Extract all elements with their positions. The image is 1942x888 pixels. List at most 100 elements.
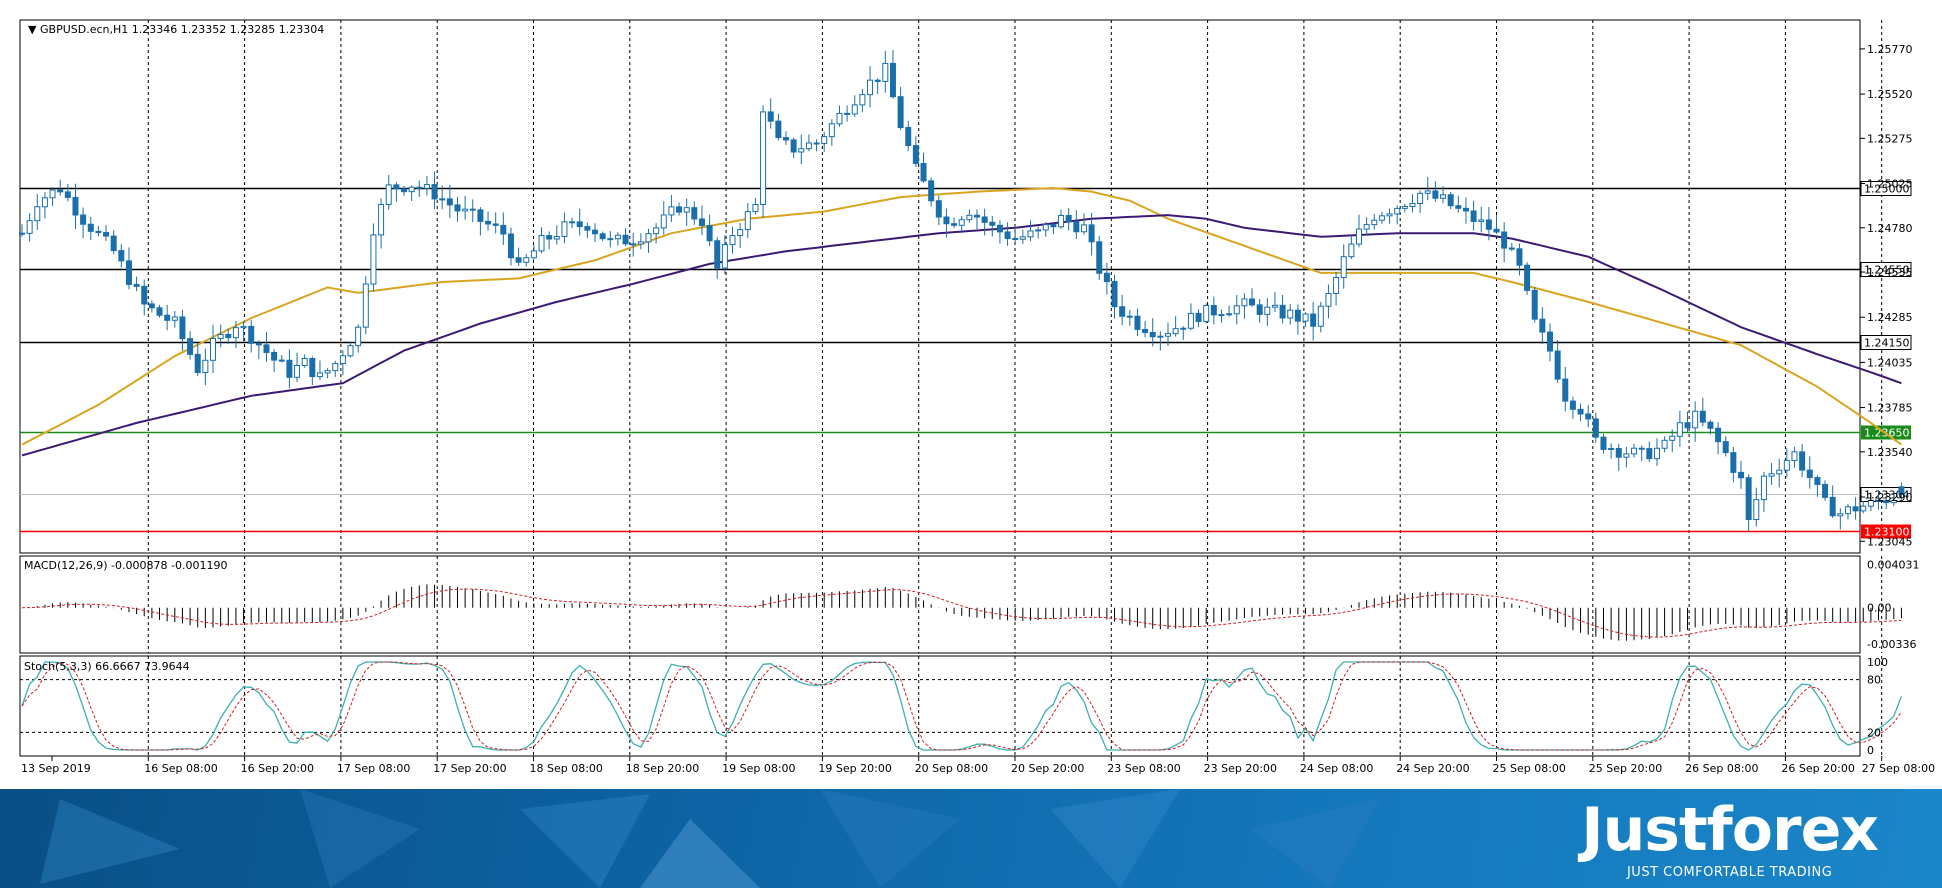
candle-body <box>1218 314 1225 317</box>
level-tag-label: 1.23304 <box>1864 489 1910 502</box>
candle-body <box>248 325 255 344</box>
symbol-dropdown-icon[interactable]: ▼ <box>28 23 37 36</box>
candle-body <box>813 142 820 145</box>
candle-body <box>423 184 430 189</box>
time-tick-label: 18 Sep 08:00 <box>530 762 603 775</box>
candle-body <box>928 180 935 202</box>
candle-body <box>637 241 644 245</box>
candle-body <box>920 162 927 182</box>
candle-body <box>1065 214 1072 223</box>
candle-body <box>1378 215 1385 221</box>
candle-body <box>1890 500 1897 504</box>
candle-body <box>1508 247 1515 250</box>
candle-body <box>1447 194 1454 207</box>
candle-body <box>1653 447 1660 460</box>
time-tick-label: 23 Sep 08:00 <box>1107 762 1180 775</box>
candle-body <box>492 223 499 226</box>
candle-body <box>393 184 400 190</box>
candle-body <box>1600 436 1607 450</box>
candle-body <box>1386 213 1393 217</box>
stoch-axis: 100 80 20 0 <box>1867 656 1888 757</box>
level-tag <box>1860 181 1912 196</box>
candle-body <box>19 232 25 235</box>
candle-body <box>110 235 117 252</box>
candle-body <box>1287 309 1294 319</box>
candle-body <box>485 220 492 225</box>
time-tick-label: 16 Sep 08:00 <box>144 762 217 775</box>
candle-body <box>844 112 851 115</box>
level-tag-label: 1.23100 <box>1864 526 1910 539</box>
candle-body <box>1149 331 1156 338</box>
candle-body <box>385 184 392 205</box>
candlestick-series <box>19 50 1905 533</box>
price-panel-frame <box>19 19 1861 554</box>
candle-body <box>683 207 690 213</box>
candle-body <box>897 96 904 129</box>
time-tick-label: 13 Sep 2019 <box>21 762 91 775</box>
candle-body <box>141 285 148 305</box>
candle-body <box>951 223 958 226</box>
candle-body <box>1027 230 1034 238</box>
candle-body <box>217 333 224 339</box>
candle-body <box>1317 305 1324 327</box>
candle-body <box>57 189 64 193</box>
brand-tagline: JUST COMFORTABLE TRADING <box>1626 865 1833 880</box>
candle-body <box>882 62 889 82</box>
candle-body <box>1577 408 1584 415</box>
candle-body <box>1371 219 1378 226</box>
horizontal-levels[interactable]: 1.250001.245501.241501.236501.231001.233… <box>20 181 1912 539</box>
candle-body <box>1493 228 1500 233</box>
candle-body <box>1050 224 1057 228</box>
candle-body <box>1478 219 1485 222</box>
candle-body <box>118 250 125 262</box>
candle-body <box>1822 483 1829 498</box>
chart-area[interactable]: 1.250001.245501.241501.236501.231001.233… <box>0 0 1942 789</box>
candle-body <box>1042 224 1049 231</box>
candle-body <box>691 207 698 220</box>
candle-body <box>1699 410 1706 423</box>
stoch-signal-line <box>21 661 1902 751</box>
level-tag <box>1860 335 1912 350</box>
price-tick-label: 1.25520 <box>1867 88 1913 101</box>
macd-tick-label: -0.00336 <box>1867 638 1916 651</box>
time-tick-label: 27 Sep 08:00 <box>1862 762 1935 775</box>
candle-body <box>324 370 331 374</box>
candle-body <box>1058 214 1065 228</box>
price-tick-label: 1.25770 <box>1867 43 1913 56</box>
candle-body <box>974 214 980 218</box>
candle-body <box>1356 228 1362 245</box>
candle-body <box>1004 231 1011 240</box>
candle-body <box>1226 313 1233 316</box>
candle-body <box>767 111 774 122</box>
candle-body <box>706 224 713 242</box>
time-tick-label: 16 Sep 20:00 <box>241 762 314 775</box>
candle-body <box>439 198 446 201</box>
candle-body <box>240 325 247 329</box>
candle-body <box>401 188 407 193</box>
candle-body <box>1340 256 1347 278</box>
macd-tick-label: 0.00 <box>1867 602 1892 615</box>
candle-body <box>538 235 545 252</box>
candle-body <box>232 327 239 339</box>
time-tick-label: 23 Sep 20:00 <box>1204 762 1277 775</box>
candle-body <box>210 337 216 361</box>
candle-body <box>1676 422 1683 437</box>
candle-body <box>1401 206 1408 209</box>
candle-body <box>271 351 278 361</box>
candle-body <box>1531 289 1538 320</box>
candle-body <box>1883 500 1890 504</box>
candle-body <box>278 359 285 362</box>
candle-body <box>714 240 721 269</box>
candle-body <box>530 250 537 259</box>
candle-body <box>1592 418 1599 438</box>
candle-body <box>26 220 33 234</box>
candle-body <box>156 307 163 316</box>
candle-body <box>721 244 728 269</box>
decorative-shapes <box>40 789 1380 888</box>
candle-body <box>1707 421 1714 429</box>
candle-body <box>1409 203 1416 208</box>
price-tick-label: 1.23785 <box>1867 402 1913 415</box>
candle-body <box>1684 422 1691 429</box>
candle-body <box>1119 306 1126 317</box>
level-tag-label: 1.24550 <box>1864 264 1910 277</box>
